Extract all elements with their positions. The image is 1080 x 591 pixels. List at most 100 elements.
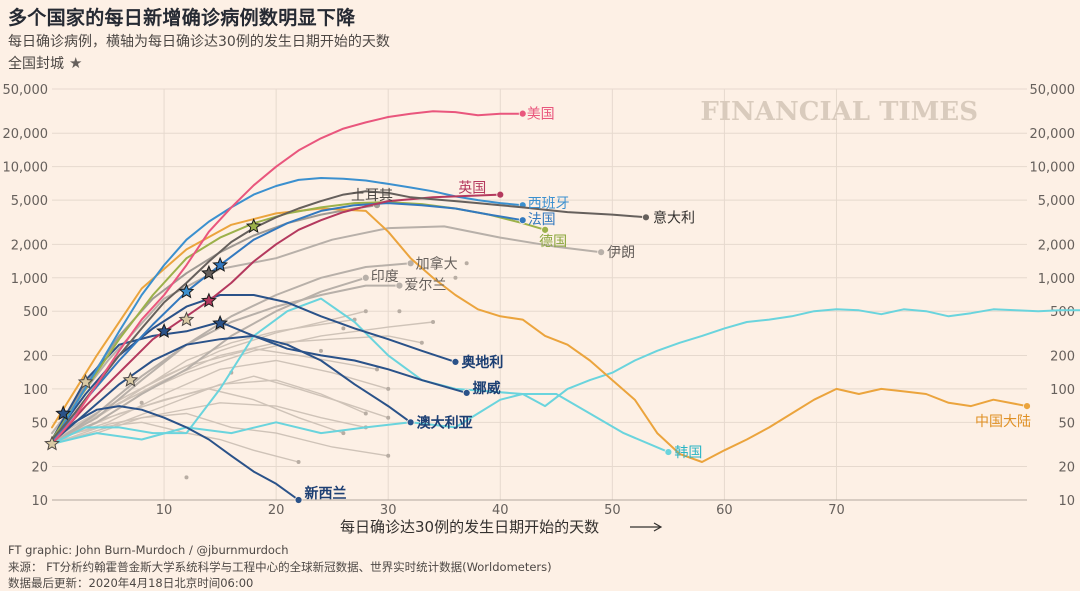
series-endpoint-德国 — [541, 225, 550, 234]
background-series-endpoint — [386, 386, 391, 391]
series-label-韩国: 韩国 — [674, 445, 702, 461]
lockdown-star-icon — [212, 256, 229, 272]
y-tick-label-right: 500 — [1050, 305, 1075, 320]
background-series-endpoint — [397, 309, 402, 314]
y-tick-label-right: 50,000 — [1030, 83, 1076, 98]
background-series-endpoint — [386, 453, 391, 458]
series-label-加拿大: 加拿大 — [416, 255, 458, 272]
series-line-西班牙 — [51, 177, 524, 445]
background-series-endpoint — [363, 309, 368, 314]
lockdown-star-icon — [212, 314, 229, 330]
series-endpoint-中国大陆 — [1023, 402, 1031, 410]
y-tick-label-right: 20 — [1058, 461, 1075, 476]
lockdown-star-icon — [55, 405, 72, 421]
series-label-印度: 印度 — [371, 269, 399, 285]
y-tick-label-left: 50 — [31, 416, 48, 431]
series-line-中国大陆 — [51, 207, 1028, 463]
series-label-挪威: 挪威 — [473, 380, 501, 397]
y-tick-label-right: 1,000 — [1038, 272, 1075, 287]
background-series-endpoint — [318, 348, 323, 353]
lockdown-legend-label: 全国封城 — [8, 56, 64, 72]
y-tick-label-left: 10,000 — [3, 161, 49, 176]
lockdown-stars — [44, 218, 262, 451]
y-tick-label-right: 100 — [1050, 383, 1075, 398]
y-tick-label-left: 50,000 — [3, 83, 49, 98]
series-endpoint-挪威 — [462, 389, 471, 397]
background-series-endpoint — [375, 367, 379, 372]
background-series-line — [51, 321, 434, 444]
series-endpoint-英国 — [496, 190, 505, 199]
series-labels: 伊朗加拿大印度爱尔兰土耳其日本韩国中国大陆奥地利挪威澳大利亚新西兰德国法国西班牙… — [305, 107, 1031, 502]
lockdown-star-icon — [178, 283, 195, 299]
series-label-新西兰: 新西兰 — [305, 485, 347, 502]
background-series — [51, 261, 469, 480]
lockdown-star-icon — [122, 371, 139, 387]
y-tick-label-right: 20,000 — [1030, 127, 1076, 142]
background-series-endpoint — [341, 431, 346, 436]
series-endpoint-加拿大 — [406, 259, 415, 268]
lockdown-star-icon — [44, 435, 60, 451]
background-series-line — [51, 402, 366, 445]
series-label-英国: 英国 — [458, 180, 486, 197]
updated-line: 数据最后更新：2020年4月18日北京时间06:00 — [8, 576, 254, 590]
x-axis-label: 每日确诊达30例的发生日期开始的天数 — [340, 518, 599, 536]
series-endpoint-爱尔兰 — [395, 281, 404, 290]
x-tick-label: 40 — [492, 503, 509, 518]
y-tick-label-left: 1,000 — [11, 272, 48, 287]
y-tick-label-right: 5,000 — [1038, 194, 1075, 209]
lockdown-star-icon — [156, 323, 172, 338]
series-label-中国大陆: 中国大陆 — [975, 414, 1031, 430]
x-tick-label: 20 — [268, 503, 285, 518]
background-series-endpoint — [419, 340, 424, 345]
series-line-美国 — [51, 110, 524, 445]
y-tick-label-left: 200 — [23, 349, 48, 364]
series-line-日本 — [51, 308, 1080, 445]
series-endpoint-奥地利 — [451, 357, 460, 366]
x-tick-label: 70 — [828, 503, 845, 518]
background-series-endpoint — [453, 275, 458, 280]
series-line-韩国 — [51, 297, 670, 454]
series-label-西班牙: 西班牙 — [528, 196, 570, 212]
y-tick-label-left: 10 — [31, 494, 48, 509]
series-endpoint-法国 — [518, 216, 527, 225]
watermark: FINANCIAL TIMES — [700, 97, 978, 127]
y-tick-label-left: 20,000 — [3, 127, 49, 142]
series-endpoint-韩国 — [664, 448, 673, 456]
x-axis-arrow-icon — [630, 522, 663, 532]
background-series-endpoint — [363, 411, 368, 416]
background-series-line — [51, 412, 389, 457]
series-line-意大利 — [51, 190, 647, 441]
series-endpoint-意大利 — [642, 213, 650, 222]
chart-subtitle: 每日确诊病例，横轴为每日确诊达30例的发生日期开始的天数 — [8, 34, 390, 50]
x-tick-label: 60 — [716, 503, 733, 518]
chart-title: 多个国家的每日新增确诊病例数明显下降 — [8, 7, 356, 29]
series-label-法国: 法国 — [528, 212, 556, 228]
x-tick-label: 30 — [380, 503, 397, 518]
y-tick-label-right: 10 — [1058, 494, 1075, 509]
lockdown-star-icon — [200, 292, 217, 308]
series-label-澳大利亚: 澳大利亚 — [417, 414, 473, 431]
lockdown-star-icon — [178, 311, 195, 327]
background-series-endpoint — [386, 415, 391, 420]
series-line-法国 — [51, 202, 524, 444]
credit-line: FT graphic: John Burn-Murdoch / @jburnmu… — [8, 543, 289, 557]
y-tick-label-left: 500 — [23, 305, 48, 320]
series-endpoint-澳大利亚 — [406, 418, 415, 427]
series-line-加拿大 — [51, 262, 412, 445]
background-series-endpoint — [341, 326, 346, 331]
series-label-爱尔兰: 爱尔兰 — [404, 278, 446, 294]
series-endpoint-美国 — [518, 109, 527, 118]
y-tick-label-right: 2,000 — [1038, 238, 1075, 253]
lockdown-star-icon — [200, 264, 217, 280]
background-series-endpoint — [431, 319, 436, 324]
background-series-line — [51, 359, 389, 442]
series-label-伊朗: 伊朗 — [607, 245, 635, 261]
series-endpoint-印度 — [361, 273, 370, 282]
grid-lines — [52, 88, 1027, 501]
series-line-伊朗 — [51, 225, 603, 435]
series-label-奥地利: 奥地利 — [461, 354, 503, 371]
axes: 10 10 20 20 50 50 100 100 200 200 500 500 1,000 1,000… — [3, 83, 1076, 518]
y-tick-label-right: 200 — [1050, 349, 1075, 364]
series-lines — [51, 109, 1080, 504]
